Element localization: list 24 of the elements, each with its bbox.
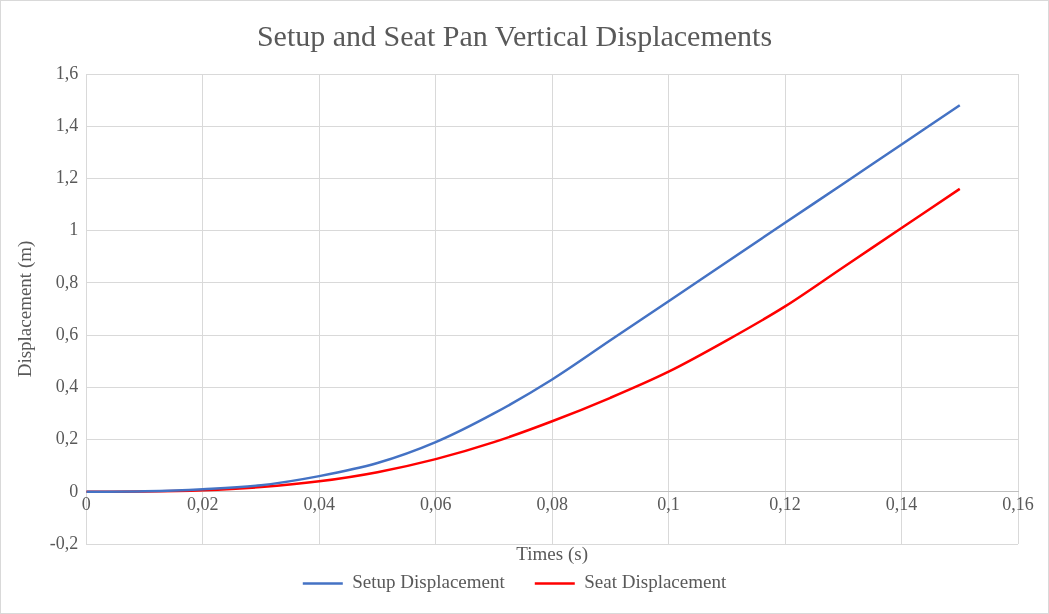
x-tick-label: 0,14 bbox=[885, 494, 918, 515]
legend-label: Seat Displacement bbox=[584, 571, 727, 593]
y-tick-label: 0 bbox=[69, 480, 79, 501]
x-axis-title: Times (s) bbox=[516, 542, 588, 565]
x-tick-label: 0,02 bbox=[187, 494, 219, 515]
y-tick-label: 0,4 bbox=[55, 376, 79, 397]
y-tick-label: 1,2 bbox=[55, 167, 79, 188]
y-tick-label: 0,6 bbox=[55, 323, 79, 344]
x-tick-label: 0,1 bbox=[657, 494, 680, 515]
y-tick-label: 0,8 bbox=[55, 271, 79, 292]
x-tick-label: 0,08 bbox=[536, 494, 568, 515]
y-tick-label: -0,2 bbox=[49, 532, 79, 553]
legend-label: Setup Displacement bbox=[352, 571, 506, 593]
y-tick-label: 1,4 bbox=[55, 114, 79, 135]
chart-title: Setup and Seat Pan Vertical Displacements bbox=[256, 18, 773, 52]
x-tick-label: 0,04 bbox=[303, 494, 335, 515]
y-tick-label: 1,6 bbox=[55, 62, 79, 83]
x-tick-label: 0,12 bbox=[769, 494, 801, 515]
line-series bbox=[86, 104, 962, 494]
x-tick-label: 0,06 bbox=[419, 494, 452, 515]
y-axis-title: Displacement (m) bbox=[14, 240, 37, 378]
y-tick-label: 0,2 bbox=[55, 428, 79, 449]
y-tick-label: 1 bbox=[69, 219, 79, 240]
x-tick-label: 0,16 bbox=[1002, 494, 1034, 515]
